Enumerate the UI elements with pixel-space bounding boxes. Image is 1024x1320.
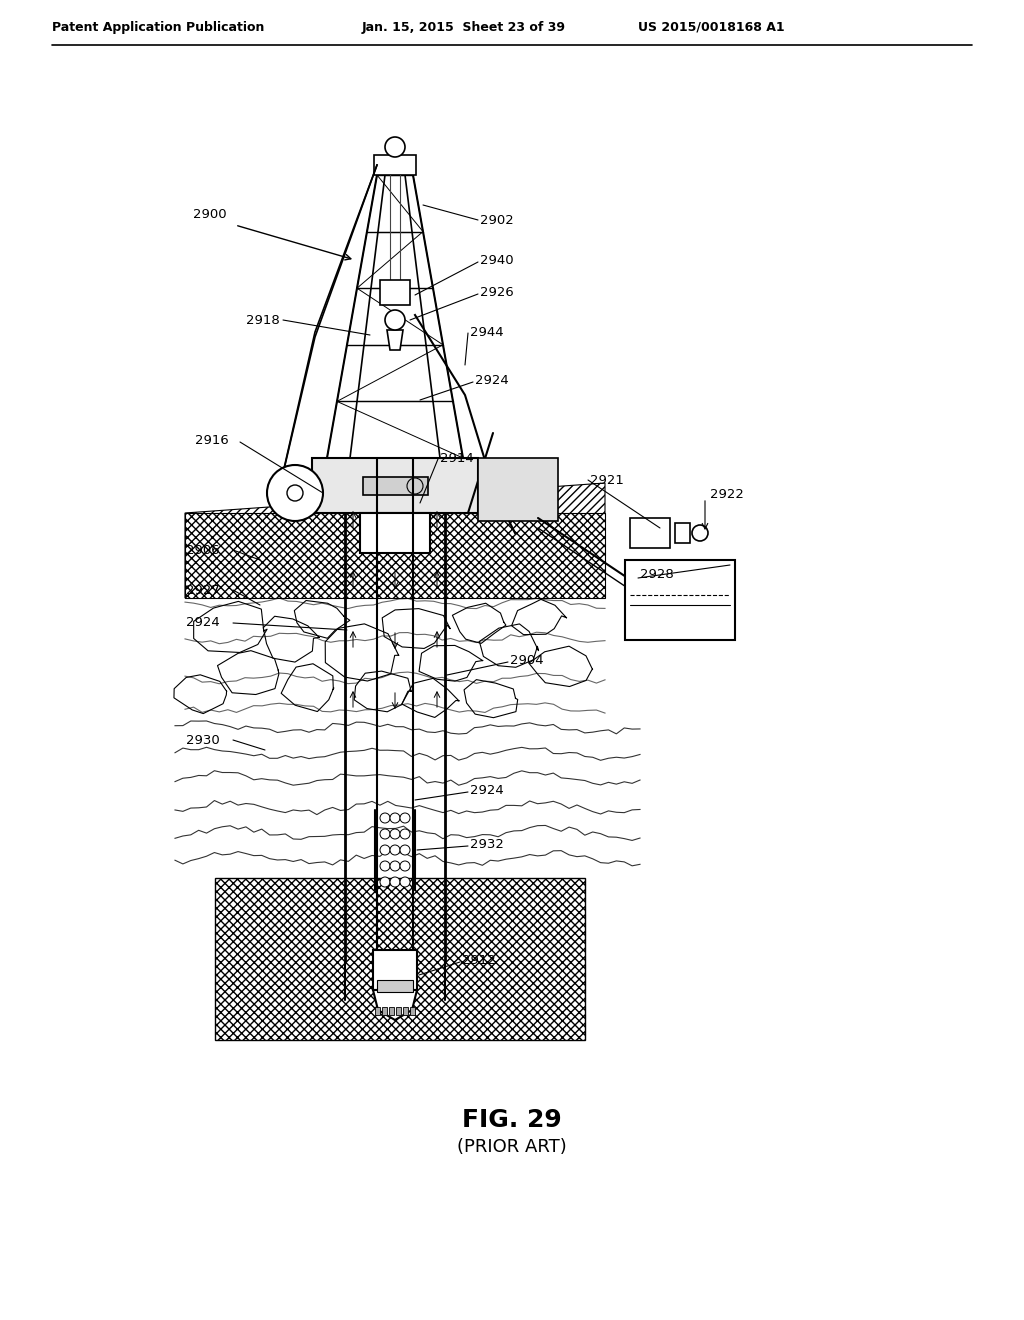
Text: 2944: 2944 xyxy=(470,326,504,338)
Bar xyxy=(396,1007,401,1015)
Text: 2922: 2922 xyxy=(710,488,743,502)
Text: 2928: 2928 xyxy=(640,569,674,582)
Polygon shape xyxy=(185,483,605,598)
Bar xyxy=(374,154,416,176)
Text: 2932: 2932 xyxy=(470,838,504,851)
Circle shape xyxy=(390,876,400,887)
Text: 2940: 2940 xyxy=(480,253,514,267)
Circle shape xyxy=(380,876,390,887)
Text: 2900: 2900 xyxy=(193,209,226,222)
Text: 2927: 2927 xyxy=(186,583,220,597)
Bar xyxy=(675,523,690,543)
Circle shape xyxy=(380,861,390,871)
Circle shape xyxy=(400,813,410,822)
Text: 2921: 2921 xyxy=(590,474,624,487)
Bar xyxy=(185,513,605,598)
Text: 2918: 2918 xyxy=(246,314,280,326)
Circle shape xyxy=(400,876,410,887)
Bar xyxy=(373,950,417,990)
Text: 2924: 2924 xyxy=(475,374,509,387)
Text: 2924: 2924 xyxy=(470,784,504,796)
Text: Jan. 15, 2015  Sheet 23 of 39: Jan. 15, 2015 Sheet 23 of 39 xyxy=(362,21,566,33)
Circle shape xyxy=(385,310,406,330)
Circle shape xyxy=(380,829,390,840)
Circle shape xyxy=(390,813,400,822)
Bar xyxy=(360,513,430,553)
Bar xyxy=(410,1007,415,1015)
Text: 2930: 2930 xyxy=(186,734,220,747)
Polygon shape xyxy=(387,330,403,350)
Bar xyxy=(403,1007,408,1015)
Circle shape xyxy=(287,484,303,502)
Circle shape xyxy=(390,845,400,855)
Circle shape xyxy=(400,861,410,871)
Text: 2916: 2916 xyxy=(195,433,228,446)
Bar xyxy=(215,878,585,1040)
Circle shape xyxy=(267,465,323,521)
Bar xyxy=(625,560,735,640)
Circle shape xyxy=(400,845,410,855)
Bar xyxy=(377,979,413,993)
Polygon shape xyxy=(373,990,417,1020)
Bar xyxy=(362,477,428,495)
Text: 2904: 2904 xyxy=(510,653,544,667)
Circle shape xyxy=(385,137,406,157)
Text: Patent Application Publication: Patent Application Publication xyxy=(52,21,264,33)
Text: 2914: 2914 xyxy=(440,451,474,465)
Bar xyxy=(283,492,307,513)
Circle shape xyxy=(400,829,410,840)
Text: 2912: 2912 xyxy=(462,953,496,966)
Bar xyxy=(382,1007,387,1015)
Bar xyxy=(478,458,558,521)
Bar xyxy=(389,1007,394,1015)
Text: 2926: 2926 xyxy=(480,285,514,298)
Circle shape xyxy=(390,829,400,840)
Text: 2906: 2906 xyxy=(186,544,219,557)
Circle shape xyxy=(380,813,390,822)
Circle shape xyxy=(380,845,390,855)
Circle shape xyxy=(390,861,400,871)
Text: US 2015/0018168 A1: US 2015/0018168 A1 xyxy=(638,21,784,33)
Text: 2902: 2902 xyxy=(480,214,514,227)
Text: (PRIOR ART): (PRIOR ART) xyxy=(457,1138,567,1156)
Bar xyxy=(380,280,410,305)
Text: 2924: 2924 xyxy=(186,616,220,630)
Bar xyxy=(312,458,478,513)
Bar xyxy=(375,1007,380,1015)
Circle shape xyxy=(692,525,708,541)
Text: FIG. 29: FIG. 29 xyxy=(462,1107,562,1133)
Bar xyxy=(630,517,670,548)
